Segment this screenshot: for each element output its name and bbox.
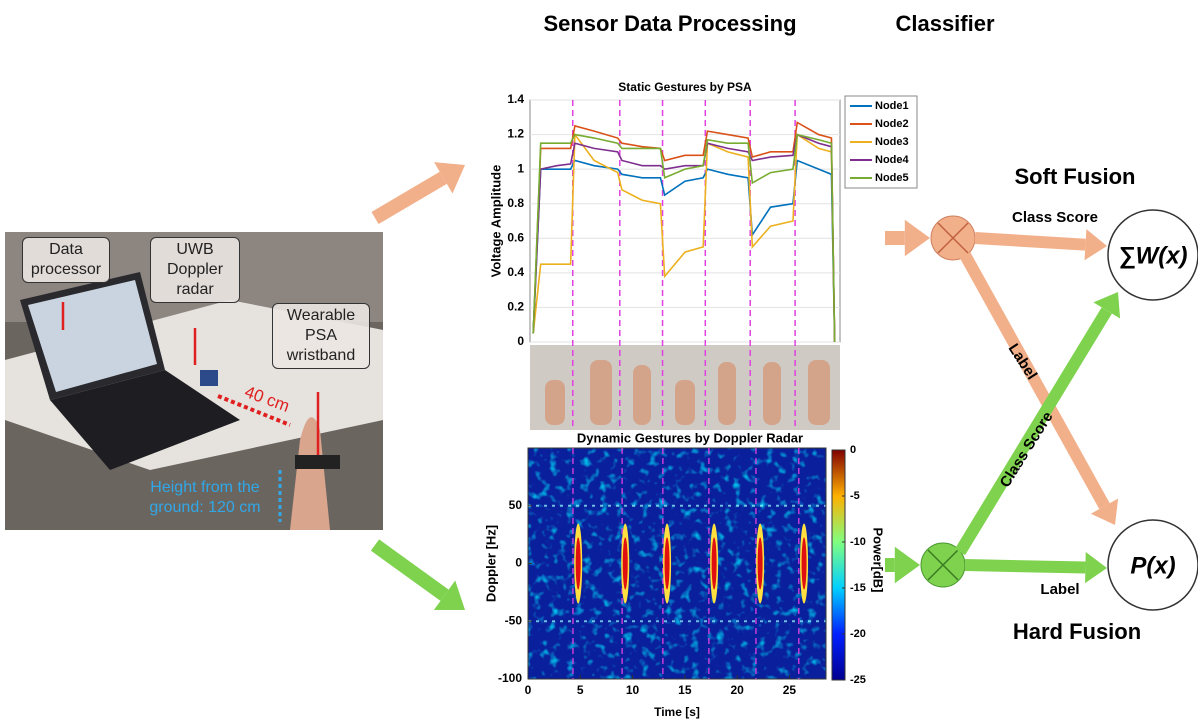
gesture-images	[530, 345, 840, 430]
arrow-shaft	[375, 178, 443, 218]
fusion-title: Soft Fusion	[1015, 164, 1136, 189]
colorbar-tick-label: -10	[850, 536, 866, 548]
burst	[574, 524, 582, 604]
burst-core	[758, 538, 763, 590]
x-tick-label: 10	[626, 683, 640, 697]
legend-label: Node3	[875, 136, 909, 148]
node-label: ∑W(x)	[1118, 242, 1187, 269]
x-tick-label: 5	[577, 683, 584, 697]
burst-core	[665, 538, 670, 590]
legend-label: Node5	[875, 172, 909, 184]
burst-core	[576, 538, 581, 590]
figure: 40 cm Sensor Data Processing Classifier …	[0, 0, 1198, 723]
arrow-shaft	[975, 238, 1085, 245]
y-tick-label: -100	[498, 671, 522, 685]
y-tick-label: 0	[517, 334, 524, 348]
arrow-head	[1084, 229, 1107, 260]
colorbar-tick-label: -15	[850, 582, 866, 594]
x-tick-label: 25	[783, 683, 797, 697]
x-tick-label: 15	[678, 683, 692, 697]
fusion-title: Hard Fusion	[1013, 619, 1141, 644]
y-tick-label: 1	[517, 161, 524, 175]
burst	[621, 524, 629, 604]
arrow-head	[905, 220, 930, 256]
colorbar-tick-label: -20	[850, 628, 866, 640]
chart-title: Static Gestures by PSA	[618, 80, 752, 94]
y-axis-label: Doppler [Hz]	[483, 525, 498, 602]
photo-label: Data processor	[22, 237, 110, 283]
x-tick-label: 20	[730, 683, 744, 697]
arrow-shaft	[965, 565, 1085, 568]
burst-core	[623, 538, 628, 590]
colorbar-tick-label: -25	[850, 674, 866, 686]
burst	[663, 524, 671, 604]
colorbar	[832, 450, 845, 680]
burst	[710, 524, 718, 604]
page: { "headings": {"processing": "Sensor Dat…	[0, 0, 1198, 723]
y-tick-label: -50	[505, 613, 523, 627]
arrow-head	[1085, 552, 1107, 583]
burst	[800, 524, 808, 604]
node-label: P(x)	[1130, 552, 1175, 579]
arrow-shaft	[375, 545, 445, 595]
legend-label: Node2	[875, 118, 909, 130]
photo-label: UWB Doppler radar	[150, 237, 240, 303]
arrow-shaft	[965, 255, 1105, 506]
edge-label: Label	[1005, 341, 1041, 383]
x-axis-label: Time [s]	[654, 705, 700, 719]
arrow-head	[895, 547, 920, 583]
y-tick-label: 0.8	[507, 196, 524, 210]
edge-label: Label	[1040, 581, 1079, 598]
colorbar-tick-label: 0	[850, 444, 856, 456]
y-axis-label: Voltage Amplitude	[488, 165, 503, 278]
edge-label: Class Score	[997, 409, 1057, 491]
colorbar-label: Power[dB]	[871, 528, 886, 593]
heading: Sensor Data Processing	[543, 11, 796, 36]
y-tick-label: 50	[509, 498, 523, 512]
y-tick-label: 0.6	[507, 230, 524, 244]
photo-label: Wearable PSA wristband	[272, 303, 370, 369]
heading: Classifier	[895, 11, 994, 36]
y-tick-label: 0.4	[507, 265, 524, 279]
y-tick-label: 0	[515, 556, 522, 570]
height-label: Height from the ground: 120 cm	[130, 478, 280, 518]
legend-label: Node1	[875, 100, 909, 112]
burst-core	[712, 538, 717, 590]
y-tick-label: 1.4	[507, 92, 524, 106]
legend-label: Node4	[875, 154, 910, 166]
edge-label: Class Score	[1012, 209, 1098, 226]
y-tick-label: 0.2	[507, 300, 524, 314]
chart-title: Dynamic Gestures by Doppler Radar	[577, 430, 803, 445]
colorbar-tick-label: -5	[850, 490, 860, 502]
y-tick-label: 1.2	[507, 127, 524, 141]
x-tick-label: 0	[525, 683, 532, 697]
burst	[756, 524, 764, 604]
burst-core	[802, 538, 807, 590]
